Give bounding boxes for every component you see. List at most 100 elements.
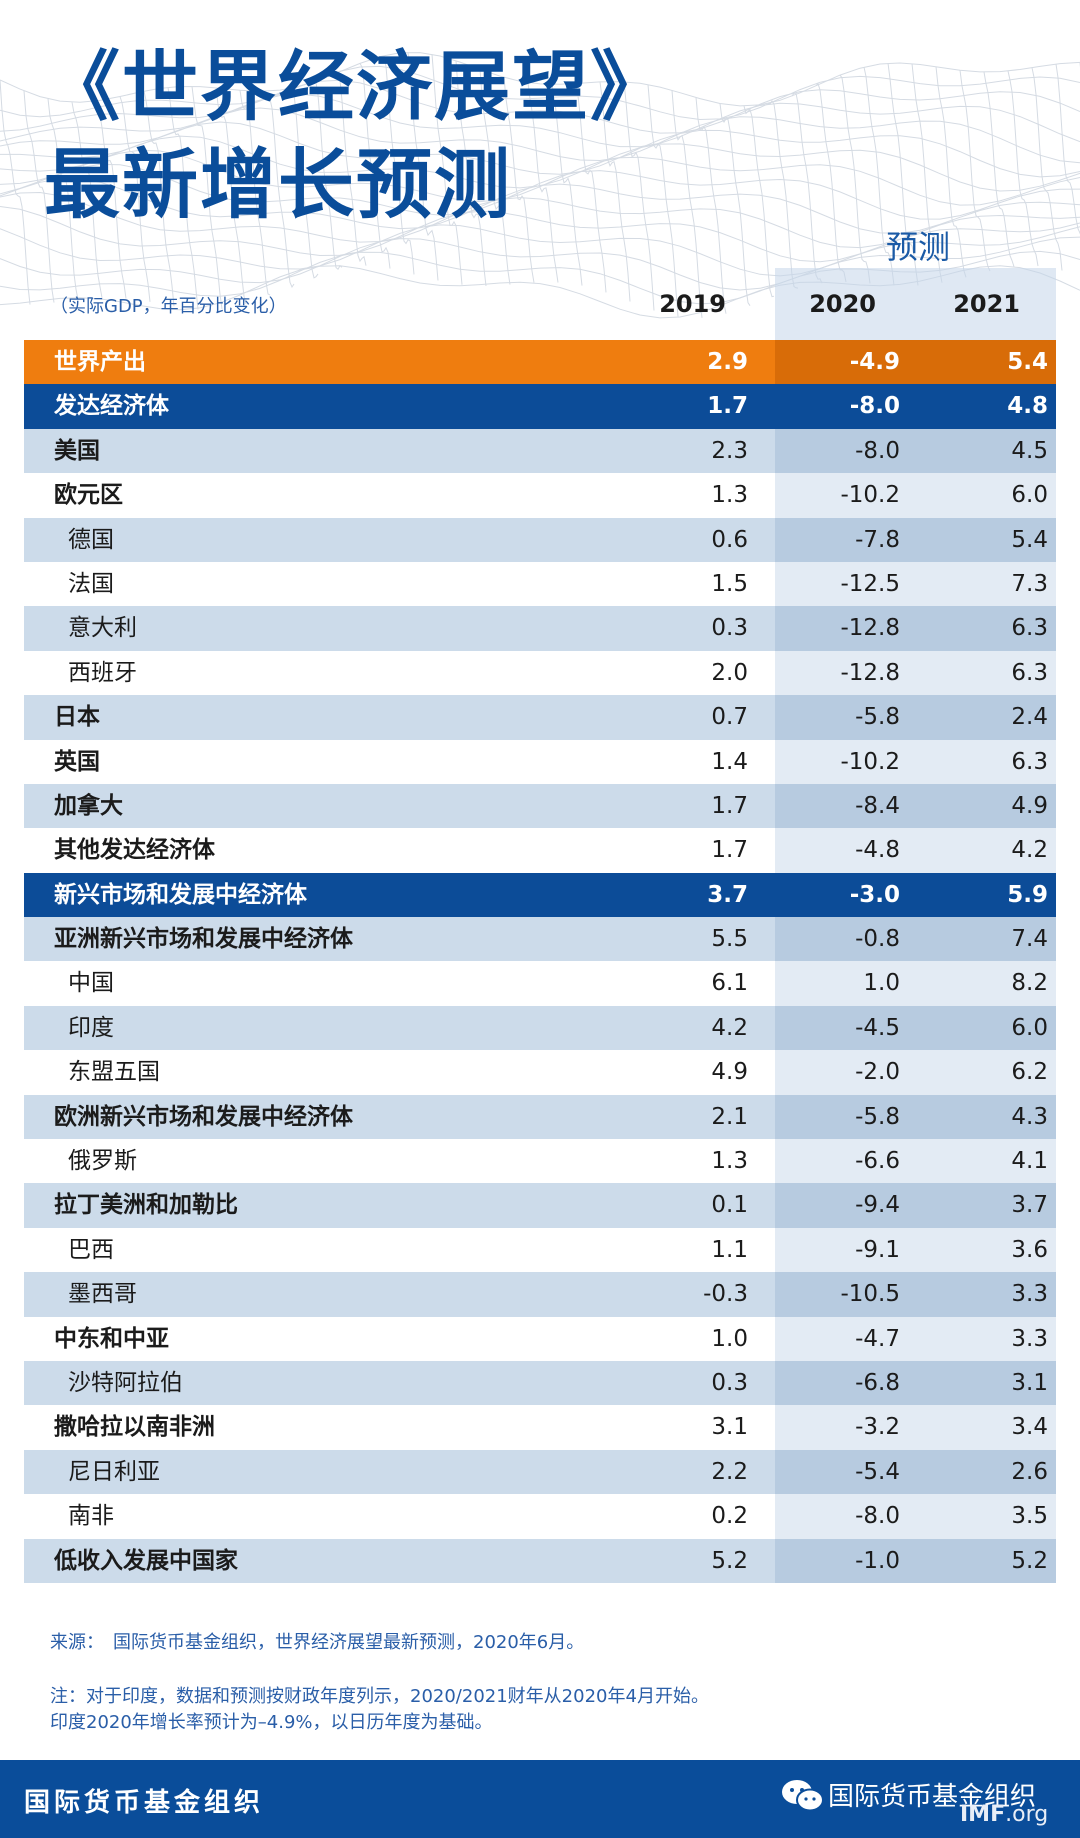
- year-2020-header: 2020: [809, 290, 876, 318]
- value-2021: 6.3: [1011, 615, 1048, 642]
- value-2019: 0.6: [711, 526, 748, 553]
- forecast-cell-background: [775, 917, 1056, 962]
- value-2021: 5.9: [1007, 881, 1048, 908]
- india-note-line-1: 注：对于印度，数据和预测按财政年度列示，2020/2021财年从2020年4月开…: [50, 1686, 709, 1707]
- forecast-cell-background: [775, 1227, 1056, 1273]
- forecast-label: 预测: [885, 228, 950, 266]
- source-note: 来源： 国际货币基金组织，世界经济展望最新预测，2020年6月。: [50, 1632, 585, 1653]
- table-row: 沙特阿拉伯 0.3 -6.8 3.1: [24, 1360, 1056, 1406]
- forecast-cell-background: [775, 1449, 1056, 1495]
- row-label: 发达经济体: [54, 393, 169, 420]
- value-2019: 1.4: [711, 748, 748, 775]
- row-label: 法国: [68, 570, 114, 597]
- forecast-cell-background: [775, 828, 1056, 873]
- wireframe-mesh-background: [0, 52, 1080, 319]
- value-2020: -5.8: [855, 704, 900, 731]
- value-2020: -5.8: [855, 1103, 900, 1130]
- table-row: 中国 6.1 1.0 8.2: [24, 961, 1056, 1006]
- value-2019: 5.5: [711, 926, 748, 953]
- value-2021: 6.3: [1011, 659, 1048, 686]
- row-label: 沙特阿拉伯: [68, 1369, 183, 1396]
- forecast-cell-background: [775, 1360, 1056, 1406]
- row-label: 日本: [54, 704, 100, 731]
- row-label: 加拿大: [54, 792, 123, 819]
- value-2021: 5.2: [1011, 1547, 1048, 1574]
- value-2019: 1.0: [711, 1325, 748, 1352]
- row-label: 德国: [68, 526, 114, 553]
- value-2021: 4.5: [1011, 437, 1048, 464]
- row-label: 美国: [54, 437, 100, 464]
- value-2021: 2.6: [1011, 1458, 1048, 1485]
- value-2020: -4.9: [849, 349, 900, 375]
- value-2019: 1.5: [711, 570, 748, 597]
- row-label: 英国: [54, 748, 100, 775]
- row-label: 欧元区: [54, 482, 123, 509]
- value-2021: 3.3: [1011, 1325, 1048, 1352]
- value-2021: 7.3: [1011, 570, 1048, 597]
- table-row: 新兴市场和发展中经济体 3.7 -3.0 5.9: [24, 872, 1056, 918]
- wechat-account-name: 国际货币基金组织: [828, 1782, 1037, 1812]
- forecast-cell-background: [775, 961, 1056, 1006]
- value-2021: 3.7: [1011, 1192, 1048, 1219]
- table-row: 日本 0.7 -5.8 2.4: [24, 695, 1056, 740]
- value-2020: -1.0: [855, 1547, 900, 1574]
- value-2021: 3.3: [1011, 1281, 1048, 1308]
- page-title: 《世界经济展望》 最新增长预测: [44, 38, 668, 234]
- footer-org-name: 国际货币基金组织: [24, 1788, 265, 1818]
- value-2021: 2.4: [1011, 704, 1048, 731]
- value-2021: 7.4: [1011, 926, 1048, 953]
- value-2021: 4.9: [1011, 792, 1048, 819]
- table-row: 印度 4.2 -4.5 6.0: [24, 1005, 1056, 1051]
- value-2019: 6.1: [711, 970, 748, 997]
- value-2020: -6.6: [855, 1148, 900, 1175]
- row-label: 亚洲新兴市场和发展中经济体: [54, 926, 353, 953]
- forecast-cell-background: [775, 783, 1056, 829]
- row-label: 意大利: [68, 615, 137, 642]
- table-row: 西班牙 2.0 -12.8 6.3: [24, 650, 1056, 696]
- table-row: 欧洲新兴市场和发展中经济体 2.1 -5.8 4.3: [24, 1094, 1056, 1140]
- value-2020: -2.0: [855, 1059, 900, 1086]
- value-2020: -8.4: [855, 792, 900, 819]
- row-label: 尼日利亚: [68, 1458, 160, 1485]
- value-2019: 2.3: [711, 437, 748, 464]
- forecast-cell-background: [775, 739, 1056, 784]
- forecast-cell-background: [775, 1538, 1056, 1583]
- row-label: 撒哈拉以南非洲: [54, 1414, 215, 1441]
- forecast-cell-background: [775, 340, 1056, 385]
- table-row: 加拿大 1.7 -8.4 4.9: [24, 783, 1056, 829]
- value-2019: 0.3: [711, 1369, 748, 1396]
- value-2019: 2.9: [707, 349, 748, 375]
- year-2021-header: 2021: [953, 290, 1020, 318]
- table-row: 世界产出 2.9 -4.9 5.4: [24, 340, 1056, 385]
- forecast-cell-background: [775, 561, 1056, 607]
- row-label: 拉丁美洲和加勒比: [54, 1192, 238, 1219]
- forecast-cell-background: [775, 428, 1056, 474]
- value-2019: 1.3: [711, 1148, 748, 1175]
- forecast-cell-background: [775, 517, 1056, 562]
- row-label: 新兴市场和发展中经济体: [54, 881, 307, 908]
- value-2020: -10.2: [840, 482, 900, 509]
- table-row: 撒哈拉以南非洲 3.1 -3.2 3.4: [24, 1405, 1056, 1450]
- table-row: 南非 0.2 -8.0 3.5: [24, 1494, 1056, 1539]
- value-2021: 3.1: [1011, 1369, 1048, 1396]
- imf-website[interactable]: IMF.org: [960, 1802, 1048, 1827]
- value-2021: 3.4: [1011, 1414, 1048, 1441]
- value-2020: -12.8: [840, 615, 900, 642]
- value-2020: 1.0: [863, 970, 900, 997]
- forecast-cell-background: [775, 1272, 1056, 1317]
- footer-bar: 国际货币基金组织 国际货币基金组织 IMF.org: [0, 1760, 1080, 1838]
- forecast-cell-background: [775, 606, 1056, 651]
- value-2021: 6.0: [1011, 482, 1048, 509]
- row-label: 世界产出: [54, 349, 146, 375]
- value-2021: 6.3: [1011, 748, 1048, 775]
- value-2020: -0.8: [855, 926, 900, 953]
- value-2021: 4.2: [1011, 837, 1048, 864]
- value-2019: 0.2: [711, 1503, 748, 1530]
- row-label: 巴西: [68, 1236, 114, 1263]
- site-rest: .org: [1005, 1802, 1049, 1827]
- value-2020: -9.4: [855, 1192, 900, 1219]
- value-2020: -12.5: [840, 570, 900, 597]
- row-label: 中东和中亚: [54, 1325, 169, 1352]
- value-2021: 4.3: [1011, 1103, 1048, 1130]
- value-2020: -10.5: [840, 1281, 900, 1308]
